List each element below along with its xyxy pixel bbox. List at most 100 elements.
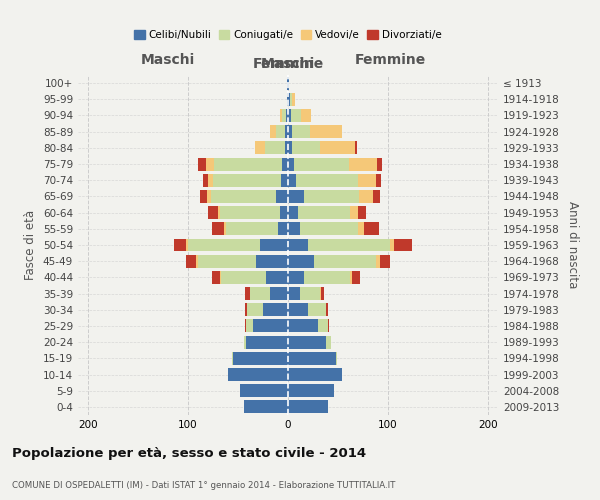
Bar xyxy=(211,190,276,203)
Legend: Celibi/Nubili, Coniugati/e, Vedovi/e, Divorziati/e: Celibi/Nubili, Coniugati/e, Vedovi/e, Di… xyxy=(130,26,446,44)
Bar xyxy=(288,125,292,138)
Bar xyxy=(213,174,281,186)
Bar xyxy=(298,206,350,219)
Bar xyxy=(186,254,196,268)
Text: Femmine: Femmine xyxy=(355,54,425,68)
Bar xyxy=(355,142,357,154)
Y-axis label: Anni di nascita: Anni di nascita xyxy=(566,202,579,288)
Bar xyxy=(301,109,311,122)
Bar xyxy=(288,93,290,106)
Bar xyxy=(256,254,288,268)
Bar xyxy=(288,287,300,300)
Bar xyxy=(214,158,282,170)
Bar xyxy=(349,158,377,170)
Bar xyxy=(288,271,304,284)
Bar xyxy=(376,174,381,186)
Bar xyxy=(220,271,221,284)
Bar xyxy=(359,190,373,203)
Bar xyxy=(282,158,288,170)
Bar xyxy=(200,190,207,203)
Bar xyxy=(276,125,285,138)
Bar xyxy=(246,336,288,348)
Bar xyxy=(250,287,270,300)
Bar xyxy=(336,352,337,365)
Bar xyxy=(282,109,286,122)
Bar xyxy=(188,238,260,252)
Bar xyxy=(326,336,331,348)
Bar xyxy=(288,222,300,235)
Bar xyxy=(364,222,379,235)
Bar xyxy=(288,384,334,397)
Bar xyxy=(320,142,355,154)
Bar xyxy=(350,271,352,284)
Bar xyxy=(198,254,256,268)
Bar xyxy=(288,254,314,268)
Bar xyxy=(280,109,282,122)
Bar xyxy=(300,287,320,300)
Bar xyxy=(291,109,301,122)
Bar xyxy=(358,174,376,186)
Bar xyxy=(245,320,246,332)
Bar xyxy=(260,238,288,252)
Bar xyxy=(233,352,288,365)
Bar xyxy=(287,93,288,106)
Bar xyxy=(218,206,220,219)
Bar xyxy=(326,304,328,316)
Bar xyxy=(246,320,253,332)
Bar xyxy=(221,271,266,284)
Bar xyxy=(212,222,224,235)
Bar xyxy=(288,352,336,365)
Bar xyxy=(224,222,226,235)
Bar xyxy=(292,125,310,138)
Bar xyxy=(304,271,350,284)
Bar xyxy=(320,287,321,300)
Bar xyxy=(288,109,291,122)
Bar xyxy=(288,304,308,316)
Text: Maschi: Maschi xyxy=(260,57,315,71)
Bar xyxy=(245,287,250,300)
Bar xyxy=(270,125,276,138)
Bar xyxy=(198,158,206,170)
Bar xyxy=(226,222,278,235)
Bar xyxy=(253,320,288,332)
Bar xyxy=(220,206,280,219)
Bar xyxy=(288,368,342,381)
Bar xyxy=(314,254,376,268)
Bar xyxy=(247,304,263,316)
Bar xyxy=(288,158,294,170)
Bar xyxy=(288,320,318,332)
Bar xyxy=(281,174,288,186)
Text: Femmine: Femmine xyxy=(253,57,324,71)
Y-axis label: Fasce di età: Fasce di età xyxy=(25,210,37,280)
Bar xyxy=(287,76,288,90)
Bar xyxy=(304,190,359,203)
Bar xyxy=(244,336,246,348)
Text: Popolazione per età, sesso e stato civile - 2014: Popolazione per età, sesso e stato civil… xyxy=(12,448,366,460)
Bar xyxy=(350,206,358,219)
Bar xyxy=(255,142,265,154)
Bar xyxy=(286,109,288,122)
Bar xyxy=(276,190,288,203)
Bar xyxy=(308,304,326,316)
Bar xyxy=(390,238,394,252)
Bar xyxy=(288,336,326,348)
Bar xyxy=(207,190,211,203)
Bar xyxy=(292,93,295,106)
Bar xyxy=(288,206,298,219)
Bar xyxy=(285,125,288,138)
Bar xyxy=(377,158,382,170)
Bar xyxy=(270,287,288,300)
Bar xyxy=(228,368,288,381)
Bar xyxy=(245,304,247,316)
Bar xyxy=(208,174,213,186)
Bar xyxy=(328,320,329,332)
Bar xyxy=(373,190,380,203)
Bar xyxy=(321,287,324,300)
Bar xyxy=(376,254,380,268)
Bar xyxy=(288,174,296,186)
Text: COMUNE DI OSPEDALETTI (IM) - Dati ISTAT 1° gennaio 2014 - Elaborazione TUTTITALI: COMUNE DI OSPEDALETTI (IM) - Dati ISTAT … xyxy=(12,480,395,490)
Bar xyxy=(232,352,233,365)
Bar xyxy=(288,76,289,90)
Bar xyxy=(265,142,285,154)
Bar xyxy=(196,254,198,268)
